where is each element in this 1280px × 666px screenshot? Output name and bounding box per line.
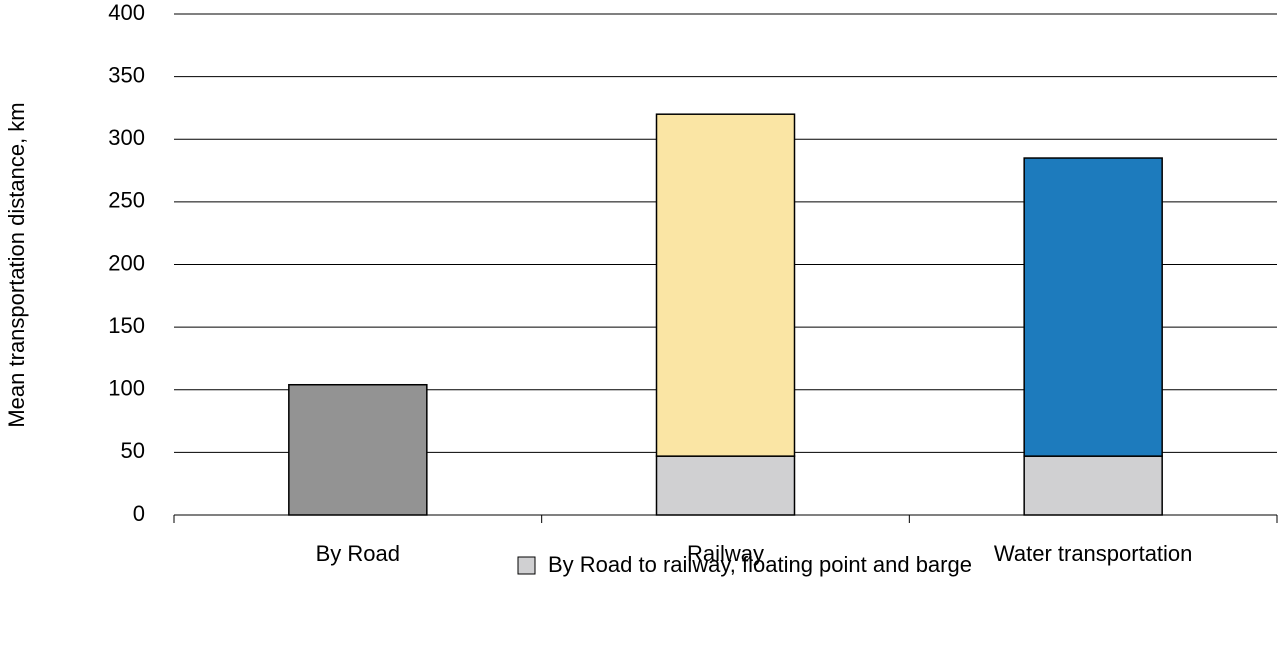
y-tick-label: 250 xyxy=(108,188,145,213)
x-tick-label: By Road xyxy=(316,541,400,566)
y-tick-label: 400 xyxy=(108,0,145,25)
y-tick-label: 200 xyxy=(108,250,145,275)
y-tick-label: 50 xyxy=(121,438,145,463)
bar-segment xyxy=(655,455,796,516)
y-tick-label: 0 xyxy=(133,501,145,526)
y-axis-label: Mean transportation distance, km xyxy=(4,102,29,427)
y-tick-label: 350 xyxy=(108,62,145,87)
bar-segment xyxy=(1023,455,1163,516)
bar-segment xyxy=(288,383,428,516)
legend-swatch xyxy=(517,556,536,575)
legend-label: By Road to railway, floating point and b… xyxy=(548,552,972,577)
bar-segment xyxy=(1023,157,1163,457)
x-tick-label: Water transportation xyxy=(994,541,1193,566)
y-tick-label: 100 xyxy=(108,376,145,401)
x-tick-label: Railway xyxy=(687,541,764,566)
y-tick-label: 300 xyxy=(108,125,145,150)
y-tick-label: 150 xyxy=(108,313,145,338)
bar-segment xyxy=(655,113,796,457)
